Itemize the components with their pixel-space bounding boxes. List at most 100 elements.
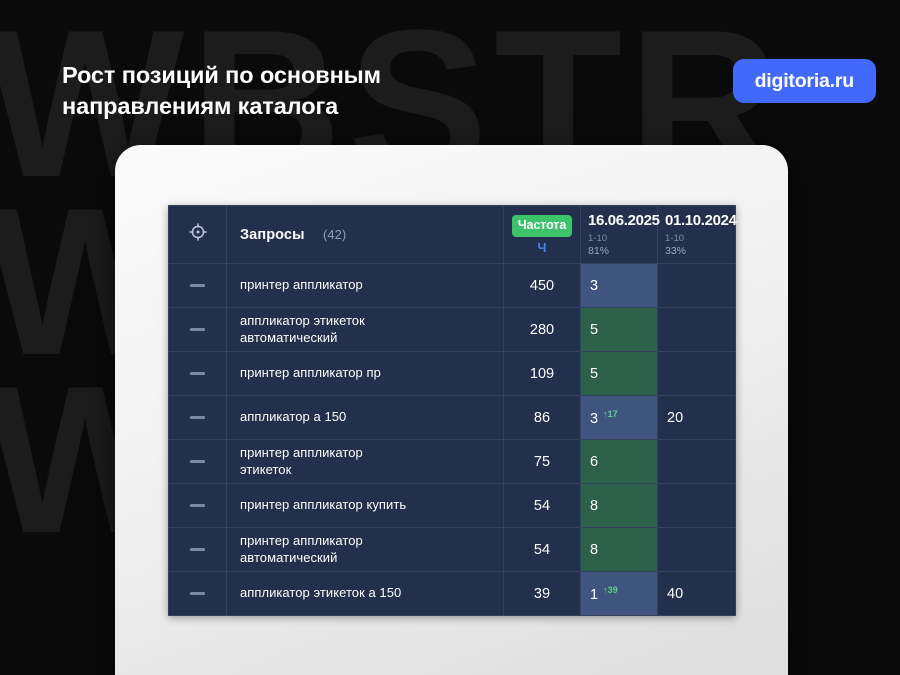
row-query-line: аппликатор а 150 bbox=[240, 409, 347, 425]
table-header: Запросы (42) Частота Ч 16.06.2025 1-10 8… bbox=[168, 205, 737, 264]
dash-icon bbox=[190, 415, 205, 419]
table-row[interactable]: принтер аппликатор пр 109 5 bbox=[168, 351, 736, 396]
dash-icon bbox=[190, 547, 205, 551]
row-position-previous-cell[interactable] bbox=[657, 307, 736, 352]
row-query-line: аппликатор этикеток bbox=[240, 312, 365, 328]
row-query-cell[interactable]: принтер аппликатор этикеток bbox=[226, 439, 504, 484]
row-position-current-value: 5 bbox=[590, 365, 599, 382]
row-position-delta: ↑17 bbox=[603, 408, 618, 419]
row-mark-cell[interactable] bbox=[168, 571, 227, 616]
row-mark-cell[interactable] bbox=[168, 351, 227, 396]
row-query-cell[interactable]: принтер аппликатор bbox=[226, 263, 504, 308]
table-row[interactable]: принтер аппликатор купить 54 8 bbox=[168, 483, 736, 528]
table-body: принтер аппликатор 450 3 аппликатор этикето… bbox=[168, 263, 736, 616]
date-current-percent: 81% bbox=[588, 244, 610, 257]
row-position-current-cell[interactable]: 5 bbox=[580, 307, 658, 352]
row-query-line: аппликатор этикеток а 150 bbox=[240, 585, 402, 601]
table-row[interactable]: аппликатор этикеток автоматический 280 5 bbox=[168, 307, 736, 352]
page-title-line-2: направлениям каталога bbox=[62, 93, 339, 120]
row-position-current-cell[interactable]: 1 ↑39 bbox=[580, 571, 658, 616]
row-query-cell[interactable]: принтер аппликатор автоматический bbox=[226, 527, 504, 572]
row-position-previous-cell[interactable]: 20 bbox=[657, 395, 736, 440]
row-position-current-cell[interactable]: 3 bbox=[580, 263, 658, 308]
row-frequency-cell: 39 bbox=[503, 571, 581, 616]
row-query-cell[interactable]: аппликатор этикеток а 150 bbox=[226, 571, 504, 616]
table-row[interactable]: принтер аппликатор этикеток 75 6 bbox=[168, 439, 736, 484]
frequency-sub-label: Ч bbox=[537, 239, 547, 255]
row-frequency-cell: 280 bbox=[503, 307, 581, 352]
row-position-current-cell[interactable]: 8 bbox=[580, 527, 658, 572]
row-position-previous-cell[interactable] bbox=[657, 483, 736, 528]
table-row[interactable]: принтер аппликатор автоматический 54 8 bbox=[168, 527, 736, 572]
row-position-current-value: 1 bbox=[590, 586, 599, 603]
page-title: Рост позиций по основным направлениям ка… bbox=[62, 60, 482, 123]
dash-icon bbox=[190, 503, 205, 507]
dash-icon bbox=[190, 283, 205, 287]
dash-icon bbox=[190, 591, 205, 595]
row-query-line: автоматический bbox=[240, 549, 338, 565]
header-query-count: (42) bbox=[323, 226, 347, 242]
row-frequency-cell: 450 bbox=[503, 263, 581, 308]
header-cell-frequency[interactable]: Частота Ч bbox=[503, 205, 581, 264]
row-query-line: принтер аппликатор пр bbox=[240, 365, 381, 381]
header-cell-query[interactable]: Запросы (42) bbox=[226, 205, 504, 264]
row-position-previous-cell[interactable] bbox=[657, 439, 736, 484]
row-query-cell[interactable]: аппликатор а 150 bbox=[226, 395, 504, 440]
header-cell-date-current[interactable]: 16.06.2025 1-10 81% bbox=[580, 205, 660, 264]
row-query-line: принтер аппликатор купить bbox=[240, 497, 407, 513]
dash-icon bbox=[190, 327, 205, 331]
brand-label: digitoria.ru bbox=[754, 69, 855, 92]
row-position-previous-cell[interactable] bbox=[657, 263, 736, 308]
brand-badge[interactable]: digitoria.ru bbox=[732, 59, 876, 103]
device-card: Запросы (42) Частота Ч 16.06.2025 1-10 8… bbox=[115, 145, 788, 675]
row-query-line: принтер аппликатор bbox=[240, 444, 363, 460]
date-current-value: 16.06.2025 bbox=[588, 211, 660, 229]
table-header-row: Запросы (42) Частота Ч 16.06.2025 1-10 8… bbox=[168, 205, 737, 264]
row-mark-cell[interactable] bbox=[168, 395, 227, 440]
row-frequency-cell: 75 bbox=[503, 439, 581, 484]
row-position-previous-cell[interactable]: 40 bbox=[657, 571, 736, 616]
crosshair-icon bbox=[187, 221, 209, 248]
row-position-current-value: 3 bbox=[590, 410, 599, 427]
dash-icon bbox=[190, 371, 205, 375]
row-query-line: принтер аппликатор bbox=[240, 532, 363, 548]
row-position-current-value: 3 bbox=[590, 277, 599, 294]
date-current-range: 1-10 bbox=[588, 232, 608, 244]
header-cell-date-previous[interactable]: 01.10.2024 1-10 33% bbox=[657, 205, 737, 264]
row-frequency-cell: 54 bbox=[503, 483, 581, 528]
row-query-cell[interactable]: принтер аппликатор купить bbox=[226, 483, 504, 528]
frequency-badge: Частота bbox=[511, 215, 573, 237]
row-query-line: автоматический bbox=[240, 329, 338, 345]
row-frequency-cell: 86 bbox=[503, 395, 581, 440]
row-position-current-cell[interactable]: 5 bbox=[580, 351, 658, 396]
row-position-previous-cell[interactable] bbox=[657, 527, 736, 572]
date-previous-range: 1-10 bbox=[665, 232, 685, 244]
positions-table: Запросы (42) Частота Ч 16.06.2025 1-10 8… bbox=[168, 205, 737, 616]
row-mark-cell[interactable] bbox=[168, 527, 227, 572]
row-mark-cell[interactable] bbox=[168, 483, 227, 528]
row-frequency-cell: 109 bbox=[503, 351, 581, 396]
date-previous-percent: 33% bbox=[665, 244, 687, 257]
row-position-delta: ↑39 bbox=[603, 584, 618, 595]
date-previous-value: 01.10.2024 bbox=[665, 211, 737, 229]
row-position-current-cell[interactable]: 6 bbox=[580, 439, 658, 484]
row-position-current-value: 5 bbox=[590, 321, 599, 338]
row-frequency-cell: 54 bbox=[503, 527, 581, 572]
row-query-line: принтер аппликатор bbox=[240, 277, 363, 293]
row-query-cell[interactable]: принтер аппликатор пр bbox=[226, 351, 504, 396]
table-row[interactable]: аппликатор этикеток а 150 39 1 ↑39 40 bbox=[168, 571, 736, 616]
row-position-current-value: 8 bbox=[590, 497, 599, 514]
row-position-previous-cell[interactable] bbox=[657, 351, 736, 396]
header-cell-mark[interactable] bbox=[168, 205, 227, 264]
row-mark-cell[interactable] bbox=[168, 307, 227, 352]
header-query-label: Запросы bbox=[240, 226, 305, 243]
table-row[interactable]: аппликатор а 150 86 3 ↑17 20 bbox=[168, 395, 736, 440]
row-position-current-cell[interactable]: 3 ↑17 bbox=[580, 395, 658, 440]
page-title-line-1: Рост позиций по основным bbox=[62, 62, 381, 88]
row-query-cell[interactable]: аппликатор этикеток автоматический bbox=[226, 307, 504, 352]
row-position-current-cell[interactable]: 8 bbox=[580, 483, 658, 528]
table-row[interactable]: принтер аппликатор 450 3 bbox=[168, 263, 736, 308]
row-mark-cell[interactable] bbox=[168, 439, 227, 484]
row-mark-cell[interactable] bbox=[168, 263, 227, 308]
row-position-current-value: 8 bbox=[590, 541, 599, 558]
